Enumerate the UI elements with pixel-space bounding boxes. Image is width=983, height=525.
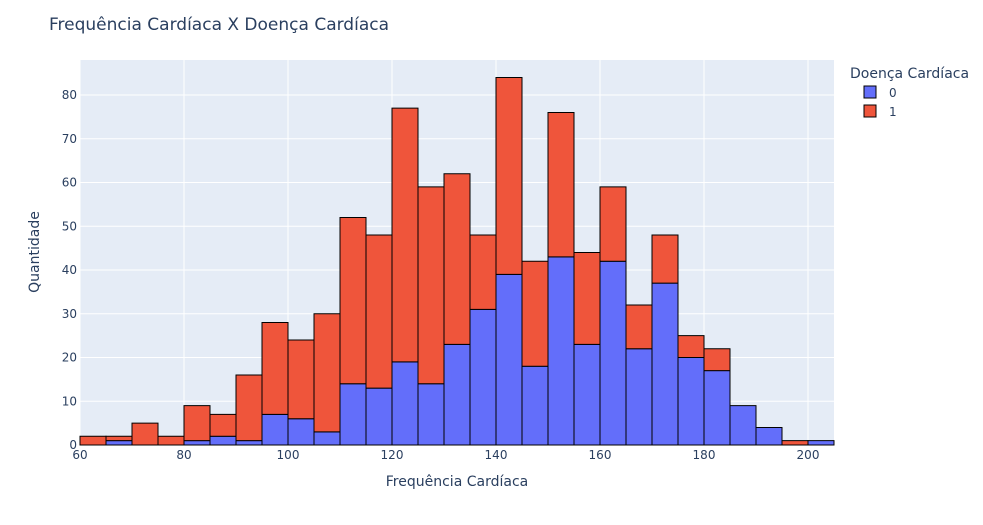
x-tick-label: 160 [589, 448, 612, 462]
bar-series-0-bin-180[interactable] [703, 370, 731, 446]
bar-series-0-bin-130[interactable] [443, 343, 471, 446]
bar-series-1-bin-90[interactable] [235, 374, 263, 442]
bar-series-0-bin-175[interactable] [677, 357, 705, 446]
bar-series-0-bin-95[interactable] [261, 413, 289, 446]
bar-series-1-bin-165[interactable] [625, 304, 653, 350]
bar-series-1-bin-155[interactable] [573, 252, 601, 345]
bar-series-1-bin-125[interactable] [417, 186, 445, 385]
y-tick-label: 80 [62, 88, 77, 102]
bar-series-0-bin-65[interactable] [105, 440, 133, 446]
bar-series-0-bin-120[interactable] [391, 361, 419, 446]
bar-series-1-bin-70[interactable] [131, 422, 159, 446]
bar-series-0-bin-160[interactable] [599, 260, 627, 446]
bar-series-1-bin-145[interactable] [521, 260, 549, 367]
bar-series-1-bin-75[interactable] [157, 435, 185, 446]
bar-series-0-bin-105[interactable] [313, 431, 341, 446]
bar-series-1-bin-180[interactable] [703, 348, 731, 372]
x-axis-title: Frequência Cardíaca [386, 474, 528, 490]
bar-series-1-bin-195[interactable] [781, 440, 809, 446]
bar-series-1-bin-105[interactable] [313, 313, 341, 433]
legend-item-1[interactable]: 1 [863, 104, 897, 119]
x-tick-label: 140 [485, 448, 508, 462]
bar-series-1-bin-170[interactable] [651, 234, 679, 284]
y-tick-label: 60 [62, 176, 77, 190]
bar-series-1-bin-85[interactable] [209, 413, 237, 437]
x-tick-label: 60 [72, 448, 87, 462]
bar-series-0-bin-185[interactable] [729, 405, 757, 446]
x-tick-label: 200 [797, 448, 820, 462]
legend: Doença Cardíaca 0 1 [850, 66, 969, 119]
legend-item-0[interactable]: 0 [863, 85, 897, 100]
bar-series-0-bin-140[interactable] [495, 273, 523, 446]
legend-title: Doença Cardíaca [850, 66, 969, 82]
bar-series-0-bin-115[interactable] [365, 387, 393, 446]
y-tick-label: 10 [62, 394, 77, 408]
bar-series-1-bin-175[interactable] [677, 335, 705, 358]
bar-series-1-bin-95[interactable] [261, 322, 289, 415]
y-tick-label: 20 [62, 351, 77, 365]
bar-series-1-bin-140[interactable] [495, 77, 523, 275]
bar-series-0-bin-165[interactable] [625, 348, 653, 446]
x-tick-label: 180 [693, 448, 716, 462]
bar-series-1-bin-150[interactable] [547, 112, 575, 258]
bar-series-0-bin-100[interactable] [287, 418, 315, 446]
bar-series-1-bin-115[interactable] [365, 234, 393, 389]
bar-series-0-bin-135[interactable] [469, 308, 497, 446]
bar-series-0-bin-200[interactable] [807, 440, 835, 446]
bar-series-0-bin-155[interactable] [573, 343, 601, 446]
bar-series-0-bin-90[interactable] [235, 440, 263, 446]
y-tick-label: 40 [62, 263, 77, 277]
bar-series-1-bin-130[interactable] [443, 173, 471, 345]
chart-title: Frequência Cardíaca X Doença Cardíaca [49, 15, 389, 35]
bars [79, 77, 835, 446]
y-tick-label: 0 [69, 438, 77, 452]
legend-label-0: 0 [889, 86, 897, 100]
x-tick-label: 120 [381, 448, 404, 462]
legend-swatch-1 [863, 104, 877, 118]
bar-series-1-bin-110[interactable] [339, 217, 367, 385]
bar-series-0-bin-170[interactable] [651, 282, 679, 446]
legend-swatch-0 [863, 85, 877, 99]
bar-series-0-bin-85[interactable] [209, 435, 237, 446]
bar-series-0-bin-145[interactable] [521, 365, 549, 446]
y-tick-label: 30 [62, 307, 77, 321]
bar-series-0-bin-110[interactable] [339, 383, 367, 446]
bar-series-0-bin-190[interactable] [755, 427, 783, 446]
bar-series-1-bin-100[interactable] [287, 339, 315, 420]
bar-series-1-bin-135[interactable] [469, 234, 497, 310]
bar-series-0-bin-80[interactable] [183, 440, 211, 446]
bar-series-0-bin-150[interactable] [547, 256, 575, 446]
x-tick-label: 100 [277, 448, 300, 462]
y-tick-label: 70 [62, 132, 77, 146]
bar-series-1-bin-80[interactable] [183, 405, 211, 442]
x-tick-labels: 60 80 100 120 140 160 180 200 [72, 448, 819, 462]
bar-series-0-bin-125[interactable] [417, 383, 445, 446]
bar-series-1-bin-65[interactable] [105, 435, 133, 442]
y-tick-label: 50 [62, 219, 77, 233]
legend-label-1: 1 [889, 105, 897, 119]
bar-series-1-bin-160[interactable] [599, 186, 627, 262]
y-tick-labels: 0 10 20 30 40 50 60 70 80 [62, 88, 77, 452]
y-axis-title: Quantidade [27, 211, 43, 293]
x-tick-label: 80 [176, 448, 191, 462]
bar-series-1-bin-60[interactable] [79, 435, 107, 446]
bar-series-1-bin-120[interactable] [391, 107, 419, 363]
